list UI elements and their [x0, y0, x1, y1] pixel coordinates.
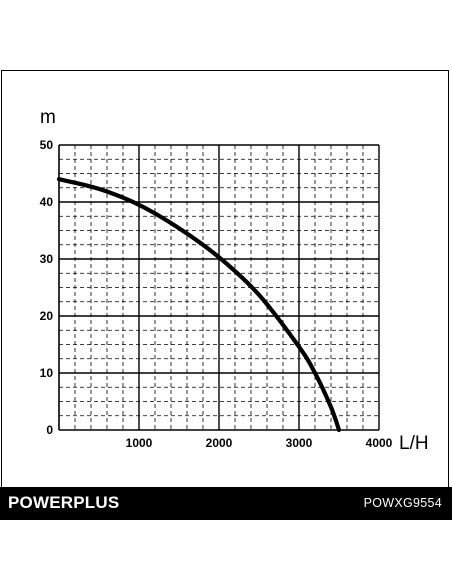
- x-axis-title: L/H: [399, 433, 429, 454]
- x-tick-labels: 1000 2000 3000 4000: [126, 436, 393, 450]
- x-tick-label: 3000: [286, 436, 313, 450]
- model-number: POWXG9554: [363, 496, 442, 510]
- x-tick-label: 1000: [126, 436, 153, 450]
- x-tick-label: 4000: [366, 436, 393, 450]
- y-tick-label: 50: [40, 138, 54, 152]
- minor-grid: [59, 145, 379, 430]
- pump-curve-line: [56, 177, 342, 433]
- y-tick-label: 20: [40, 309, 54, 323]
- major-grid: [58, 144, 380, 431]
- x-tick-label: 2000: [206, 436, 233, 450]
- y-tick-label: 10: [40, 366, 54, 380]
- y-tick-label: 30: [40, 252, 54, 266]
- y-tick-labels: 0 10 20 30 40 50: [40, 138, 54, 437]
- y-tick-label: 0: [46, 423, 53, 437]
- y-tick-label: 40: [40, 195, 54, 209]
- chart: 0 10 20 30 40 50 1000 2000 3000 4000 m L/H: [40, 107, 429, 454]
- brand-logo: POWERPLUS: [8, 493, 120, 512]
- y-axis-title: m: [40, 107, 56, 128]
- footer-bar: POWERPLUS POWXG9554: [0, 487, 452, 520]
- chart-card: 0 10 20 30 40 50 1000 2000 3000 4000 m L/H: [1, 70, 449, 516]
